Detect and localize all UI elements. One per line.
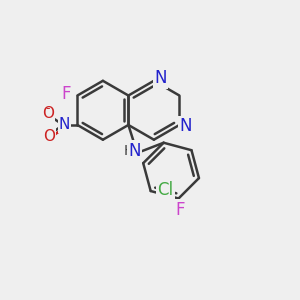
Text: O: O [42, 106, 54, 121]
Text: Cl: Cl [157, 181, 173, 199]
Text: N: N [129, 142, 141, 160]
Text: F: F [61, 85, 71, 103]
Text: -: - [45, 102, 50, 115]
Text: H: H [123, 144, 134, 158]
Text: N: N [180, 117, 192, 135]
Text: N: N [154, 69, 167, 87]
Text: F: F [175, 201, 185, 219]
Text: N: N [58, 118, 70, 133]
Text: O: O [43, 129, 55, 144]
